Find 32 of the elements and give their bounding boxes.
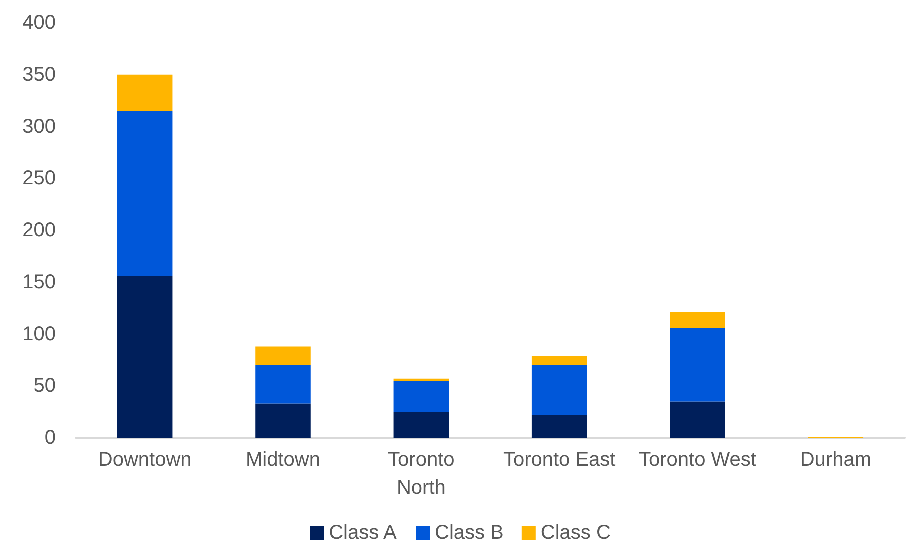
y-tick-label: 350 (22, 64, 56, 86)
legend-label: Class B (434, 522, 504, 544)
bar (117, 276, 173, 438)
legend-label: Class C (540, 522, 611, 544)
bar (532, 365, 588, 416)
x-tick-label: Toronto West (639, 449, 757, 471)
bar (670, 312, 726, 328)
y-tick-label: 250 (22, 168, 56, 190)
y-tick-label: 150 (22, 271, 56, 294)
y-tick-label: 400 (22, 12, 56, 34)
bar (532, 415, 588, 438)
bar (256, 404, 311, 438)
bar (670, 328, 726, 402)
y-tick-label: 300 (22, 116, 56, 138)
y-tick-label: 200 (22, 220, 56, 242)
y-tick-label: 50 (34, 375, 56, 398)
x-tick-label: Toronto North (388, 449, 455, 499)
bar (256, 346, 311, 366)
bar (670, 402, 726, 438)
legend-label: Class A (329, 522, 398, 544)
x-tick-label: Midtown (246, 449, 320, 471)
bar (394, 412, 450, 438)
bar (532, 356, 588, 366)
bar (394, 380, 450, 412)
y-tick-label: 0 (44, 427, 56, 449)
bar (117, 111, 173, 276)
bar (117, 74, 173, 112)
x-tick-label: Toronto East (503, 449, 616, 471)
y-tick-label: 100 (22, 323, 56, 346)
x-tick-label: Downtown (98, 449, 192, 471)
bar (256, 365, 311, 404)
x-tick-label: Durham (800, 449, 872, 471)
